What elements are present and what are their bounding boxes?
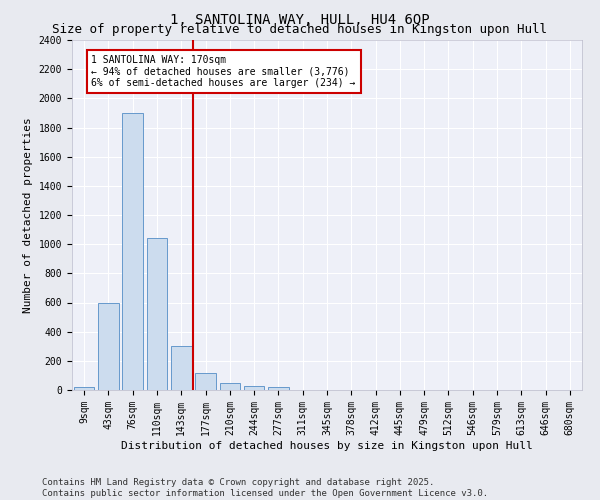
Text: Contains HM Land Registry data © Crown copyright and database right 2025.
Contai: Contains HM Land Registry data © Crown c… (42, 478, 488, 498)
Text: 1, SANTOLINA WAY, HULL, HU4 6QP: 1, SANTOLINA WAY, HULL, HU4 6QP (170, 12, 430, 26)
Bar (74, 387, 94, 390)
Y-axis label: Number of detached properties: Number of detached properties (23, 117, 33, 313)
Text: Size of property relative to detached houses in Kingston upon Hull: Size of property relative to detached ho… (53, 22, 548, 36)
Bar (268, 387, 289, 390)
X-axis label: Distribution of detached houses by size in Kingston upon Hull: Distribution of detached houses by size … (121, 440, 533, 450)
Bar (244, 386, 265, 390)
Bar (146, 238, 167, 390)
Text: 1 SANTOLINA WAY: 170sqm
← 94% of detached houses are smaller (3,776)
6% of semi-: 1 SANTOLINA WAY: 170sqm ← 94% of detache… (91, 54, 356, 88)
Bar (220, 382, 240, 390)
Bar (98, 302, 119, 390)
Bar (195, 372, 216, 390)
Bar (171, 346, 191, 390)
Bar (122, 113, 143, 390)
